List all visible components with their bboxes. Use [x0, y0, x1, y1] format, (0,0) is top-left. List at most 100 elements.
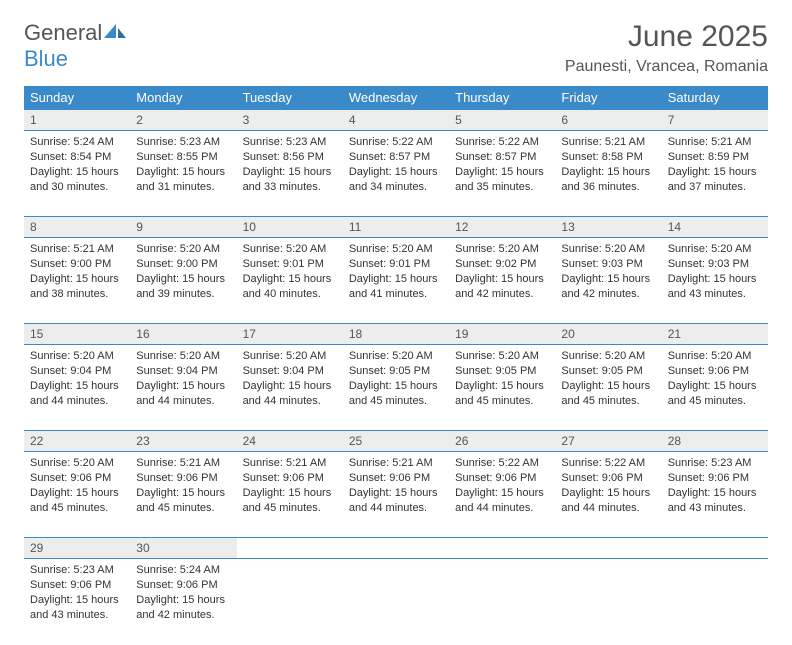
weekday-header: Wednesday [343, 86, 449, 110]
daylight-line: Daylight: 15 hours and 44 minutes. [30, 379, 124, 409]
day-cell-body: Sunrise: 5:21 AMSunset: 8:58 PMDaylight:… [555, 131, 661, 200]
day-cell: Sunrise: 5:24 AMSunset: 8:54 PMDaylight:… [24, 131, 130, 217]
sunrise-line: Sunrise: 5:23 AM [668, 456, 762, 471]
sunrise-line: Sunrise: 5:22 AM [455, 135, 549, 150]
day-cell: Sunrise: 5:22 AMSunset: 9:06 PMDaylight:… [449, 452, 555, 538]
sunset-line: Sunset: 9:04 PM [243, 364, 337, 379]
day-cell-body: Sunrise: 5:20 AMSunset: 9:04 PMDaylight:… [24, 345, 130, 414]
sunrise-line: Sunrise: 5:21 AM [349, 456, 443, 471]
day-cell: Sunrise: 5:20 AMSunset: 9:03 PMDaylight:… [555, 238, 661, 324]
day-cell: Sunrise: 5:21 AMSunset: 9:00 PMDaylight:… [24, 238, 130, 324]
sunrise-line: Sunrise: 5:20 AM [561, 349, 655, 364]
daylight-line: Daylight: 15 hours and 44 minutes. [455, 486, 549, 516]
sunset-line: Sunset: 8:59 PM [668, 150, 762, 165]
day-cell: Sunrise: 5:23 AMSunset: 9:06 PMDaylight:… [662, 452, 768, 538]
daylight-line: Daylight: 15 hours and 37 minutes. [668, 165, 762, 195]
day-number-row: 1234567 [24, 110, 768, 131]
day-cell: Sunrise: 5:20 AMSunset: 9:00 PMDaylight:… [130, 238, 236, 324]
day-number-cell: 28 [662, 431, 768, 452]
day-number-cell: 6 [555, 110, 661, 131]
week-body-row: Sunrise: 5:20 AMSunset: 9:06 PMDaylight:… [24, 452, 768, 538]
day-cell: Sunrise: 5:20 AMSunset: 9:04 PMDaylight:… [130, 345, 236, 431]
daylight-line: Daylight: 15 hours and 45 minutes. [561, 379, 655, 409]
day-cell-body: Sunrise: 5:21 AMSunset: 9:06 PMDaylight:… [237, 452, 343, 521]
sunset-line: Sunset: 8:57 PM [455, 150, 549, 165]
sunset-line: Sunset: 9:01 PM [243, 257, 337, 272]
daylight-line: Daylight: 15 hours and 36 minutes. [561, 165, 655, 195]
day-cell-body: Sunrise: 5:20 AMSunset: 9:05 PMDaylight:… [449, 345, 555, 414]
sunrise-line: Sunrise: 5:21 AM [561, 135, 655, 150]
daylight-line: Daylight: 15 hours and 39 minutes. [136, 272, 230, 302]
day-number-row: 15161718192021 [24, 324, 768, 345]
sunrise-line: Sunrise: 5:23 AM [136, 135, 230, 150]
daylight-line: Daylight: 15 hours and 45 minutes. [30, 486, 124, 516]
day-number-cell: 12 [449, 217, 555, 238]
day-number-cell: 30 [130, 538, 236, 559]
day-cell [237, 559, 343, 645]
day-number-cell: 11 [343, 217, 449, 238]
sunrise-line: Sunrise: 5:20 AM [243, 242, 337, 257]
sunrise-line: Sunrise: 5:22 AM [349, 135, 443, 150]
header: General Blue June 2025 Paunesti, Vrancea… [24, 20, 768, 76]
week-body-row: Sunrise: 5:21 AMSunset: 9:00 PMDaylight:… [24, 238, 768, 324]
sunset-line: Sunset: 8:58 PM [561, 150, 655, 165]
sunrise-line: Sunrise: 5:20 AM [243, 349, 337, 364]
sunrise-line: Sunrise: 5:20 AM [455, 349, 549, 364]
sunset-line: Sunset: 9:06 PM [30, 471, 124, 486]
day-number-cell: 3 [237, 110, 343, 131]
daylight-line: Daylight: 15 hours and 44 minutes. [243, 379, 337, 409]
sunrise-line: Sunrise: 5:21 AM [668, 135, 762, 150]
sunrise-line: Sunrise: 5:20 AM [136, 242, 230, 257]
day-cell-body: Sunrise: 5:20 AMSunset: 9:00 PMDaylight:… [130, 238, 236, 307]
daylight-line: Daylight: 15 hours and 43 minutes. [30, 593, 124, 623]
weekday-header: Saturday [662, 86, 768, 110]
day-number-cell: 19 [449, 324, 555, 345]
day-cell: Sunrise: 5:21 AMSunset: 8:58 PMDaylight:… [555, 131, 661, 217]
daylight-line: Daylight: 15 hours and 34 minutes. [349, 165, 443, 195]
title-block: June 2025 Paunesti, Vrancea, Romania [565, 20, 768, 76]
day-number-cell: 18 [343, 324, 449, 345]
day-cell-body: Sunrise: 5:20 AMSunset: 9:03 PMDaylight:… [662, 238, 768, 307]
daylight-line: Daylight: 15 hours and 41 minutes. [349, 272, 443, 302]
sunset-line: Sunset: 9:05 PM [561, 364, 655, 379]
day-cell-body: Sunrise: 5:22 AMSunset: 9:06 PMDaylight:… [555, 452, 661, 521]
day-cell [662, 559, 768, 645]
weekday-header: Friday [555, 86, 661, 110]
day-cell: Sunrise: 5:20 AMSunset: 9:05 PMDaylight:… [449, 345, 555, 431]
day-number-cell [237, 538, 343, 559]
daylight-line: Daylight: 15 hours and 44 minutes. [349, 486, 443, 516]
sunrise-line: Sunrise: 5:23 AM [243, 135, 337, 150]
sunrise-line: Sunrise: 5:20 AM [30, 349, 124, 364]
week-body-row: Sunrise: 5:20 AMSunset: 9:04 PMDaylight:… [24, 345, 768, 431]
day-cell: Sunrise: 5:22 AMSunset: 8:57 PMDaylight:… [343, 131, 449, 217]
sunrise-line: Sunrise: 5:24 AM [136, 563, 230, 578]
daylight-line: Daylight: 15 hours and 38 minutes. [30, 272, 124, 302]
sunset-line: Sunset: 8:55 PM [136, 150, 230, 165]
day-number-cell: 22 [24, 431, 130, 452]
day-cell-body: Sunrise: 5:20 AMSunset: 9:03 PMDaylight:… [555, 238, 661, 307]
sunset-line: Sunset: 9:06 PM [455, 471, 549, 486]
sunset-line: Sunset: 9:06 PM [561, 471, 655, 486]
day-cell [555, 559, 661, 645]
day-cell-body: Sunrise: 5:21 AMSunset: 9:06 PMDaylight:… [343, 452, 449, 521]
day-number-cell: 27 [555, 431, 661, 452]
logo: General Blue [24, 20, 130, 72]
sunset-line: Sunset: 9:03 PM [668, 257, 762, 272]
day-cell-body: Sunrise: 5:21 AMSunset: 9:00 PMDaylight:… [24, 238, 130, 307]
day-cell-body: Sunrise: 5:23 AMSunset: 9:06 PMDaylight:… [662, 452, 768, 521]
sunrise-line: Sunrise: 5:22 AM [455, 456, 549, 471]
daylight-line: Daylight: 15 hours and 33 minutes. [243, 165, 337, 195]
day-number-row: 891011121314 [24, 217, 768, 238]
day-cell-body: Sunrise: 5:24 AMSunset: 8:54 PMDaylight:… [24, 131, 130, 200]
day-number-cell [449, 538, 555, 559]
day-cell: Sunrise: 5:23 AMSunset: 8:56 PMDaylight:… [237, 131, 343, 217]
day-cell-body: Sunrise: 5:22 AMSunset: 8:57 PMDaylight:… [449, 131, 555, 200]
daylight-line: Daylight: 15 hours and 45 minutes. [455, 379, 549, 409]
daylight-line: Daylight: 15 hours and 43 minutes. [668, 486, 762, 516]
day-cell-body: Sunrise: 5:20 AMSunset: 9:04 PMDaylight:… [130, 345, 236, 414]
daylight-line: Daylight: 15 hours and 45 minutes. [243, 486, 337, 516]
day-cell: Sunrise: 5:21 AMSunset: 9:06 PMDaylight:… [130, 452, 236, 538]
day-number-cell: 16 [130, 324, 236, 345]
day-number-cell: 5 [449, 110, 555, 131]
day-number-cell: 23 [130, 431, 236, 452]
